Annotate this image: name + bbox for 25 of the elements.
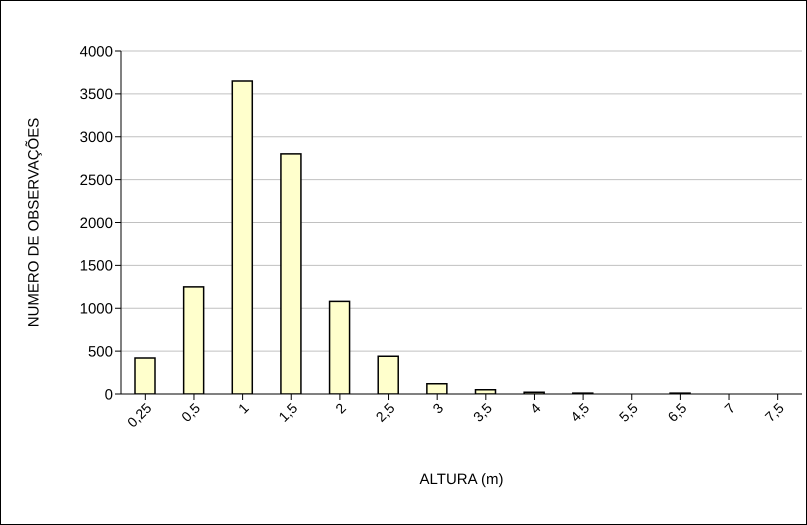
x-axis-title: ALTURA (m)	[420, 471, 504, 488]
y-tick-label: 1500	[80, 258, 113, 275]
y-tick-label: 1000	[80, 300, 113, 318]
y-tick-label: 0	[104, 386, 113, 404]
x-tick-label: 4,5	[567, 400, 592, 425]
x-tick-label: 1,5	[275, 400, 301, 425]
x-tick-label: 6,5	[664, 400, 690, 425]
y-tick-label: 3500	[80, 86, 113, 104]
x-tick-label: 7,5	[762, 400, 787, 425]
y-axis-title: NUMERO DE OBSERVAÇÕES	[24, 118, 42, 328]
y-tick-label: 2500	[80, 172, 113, 189]
y-tick-label: 500	[88, 343, 113, 360]
x-tick-label: 0,5	[178, 400, 204, 425]
y-tick-label: 3000	[80, 129, 113, 146]
y-tick-label: 2000	[80, 214, 113, 232]
y-tick-label: 4000	[80, 43, 113, 60]
x-tick-label: 1	[234, 400, 252, 417]
x-tick-label: 4	[526, 400, 544, 417]
x-tick-label: 2,5	[372, 400, 398, 425]
x-tick-label: 5,5	[616, 400, 642, 425]
x-tick-label: 2	[332, 400, 350, 417]
x-tick-label: 3	[430, 400, 446, 417]
x-tick-label: 0,25	[124, 400, 155, 430]
x-tick-label: 3,5	[470, 400, 496, 425]
x-tick-label: 7	[721, 400, 738, 417]
